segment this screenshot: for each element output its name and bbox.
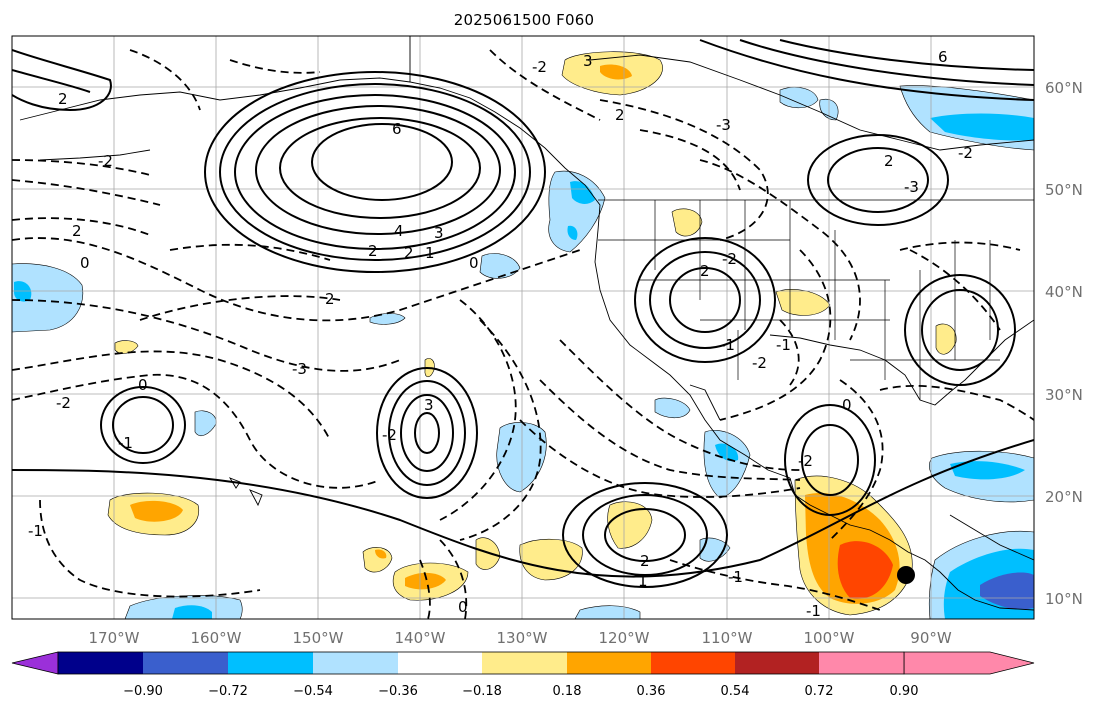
- contour-label: 2: [368, 242, 378, 260]
- colorbar-tick: 0.18: [553, 684, 582, 699]
- contour-label: 2: [700, 262, 710, 280]
- graticule: [12, 36, 1034, 619]
- contour-label: -3: [904, 178, 919, 196]
- colorbar-segment: [482, 652, 567, 674]
- contour-label: -1: [28, 522, 43, 540]
- lat-label: 40°N: [1045, 283, 1083, 301]
- colorbar-segment: [735, 652, 819, 674]
- colorbar-tick: −0.18: [462, 684, 502, 699]
- contour-label: 3: [583, 52, 593, 70]
- colorbar-tick: 0.90: [890, 684, 919, 699]
- colorbar-tick: −0.54: [293, 684, 333, 699]
- lon-label: 160°W: [191, 629, 242, 647]
- contour-label: 0: [80, 254, 90, 272]
- positive-contours: [12, 39, 1034, 588]
- negative-anomaly-shading: [12, 85, 1034, 619]
- contour-label: -2: [98, 152, 113, 170]
- colorbar-segment: [58, 652, 143, 674]
- contour-label: 0: [842, 396, 852, 414]
- lon-label: 110°W: [702, 629, 753, 647]
- colorbar-segment: [313, 652, 398, 674]
- contour-label: -3: [716, 116, 731, 134]
- lon-label: 150°W: [293, 629, 344, 647]
- contour-label: 2: [615, 106, 625, 124]
- negative-contours: [12, 49, 1034, 619]
- lat-label: 50°N: [1045, 181, 1083, 199]
- map-title: 2025061500 F060: [454, 11, 594, 29]
- contour-label: -1: [728, 568, 743, 586]
- latitude-labels: 10°N 20°N 30°N 40°N 50°N 60°N: [1045, 79, 1083, 608]
- contour-label: 6: [392, 120, 402, 138]
- colorbar-segment: [567, 652, 651, 674]
- contour-labels: 3 2 6 4 3 2 2 1 0 2 2 0 -2 -3 0 -1 -2 3 …: [28, 48, 973, 620]
- contour-label: -2: [532, 58, 547, 76]
- colorbar-segment: [651, 652, 735, 674]
- lon-label: 130°W: [497, 629, 548, 647]
- contour-label: -2: [958, 144, 973, 162]
- longitude-labels: 170°W 160°W 150°W 140°W 130°W 120°W 110°…: [89, 629, 952, 647]
- contour-label: 2: [884, 152, 894, 170]
- lon-label: 120°W: [599, 629, 650, 647]
- colorbar-tick: 0.54: [721, 684, 750, 699]
- colorbar-segment: [819, 652, 904, 674]
- colorbar-extend-min: [11, 651, 59, 675]
- location-marker: [897, 566, 915, 584]
- lat-label: 60°N: [1045, 79, 1083, 97]
- contour-label: 2: [325, 290, 335, 308]
- colorbar-outline: [57, 651, 905, 675]
- colorbar-tick: 0.72: [805, 684, 834, 699]
- colorbar: −0.90 −0.72 −0.54 −0.36 −0.18 0.18 0.36 …: [11, 651, 1035, 699]
- contour-label: 1: [425, 244, 435, 262]
- contour-label: -1: [118, 434, 133, 452]
- contour-label: 2: [72, 222, 82, 240]
- contour-label: 2: [404, 244, 414, 262]
- colorbar-segment: [228, 652, 313, 674]
- contour-label: 0: [138, 376, 148, 394]
- lon-label: 140°W: [395, 629, 446, 647]
- contour-label: 3: [424, 396, 434, 414]
- contour-label: 3: [434, 224, 444, 242]
- colorbar-tick: −0.36: [378, 684, 418, 699]
- colorbar-segment: [143, 652, 228, 674]
- contour-label: -2: [798, 452, 813, 470]
- contour-label: -3: [292, 360, 307, 378]
- contour-label: 2: [58, 90, 68, 108]
- colorbar-tick: −0.72: [208, 684, 248, 699]
- lon-label: 170°W: [89, 629, 140, 647]
- lon-label: 100°W: [804, 629, 855, 647]
- contour-label: -1: [720, 336, 735, 354]
- map-frame: [11, 35, 1035, 620]
- colorbar-segment: [398, 652, 482, 674]
- contour-label: -1: [806, 602, 821, 620]
- lon-label: 90°W: [910, 629, 952, 647]
- contour-label: 0: [469, 254, 479, 272]
- contour-label: 6: [938, 48, 948, 66]
- contour-label: 4: [394, 222, 404, 240]
- contour-label: 2: [640, 552, 650, 570]
- contour-label: -2: [56, 394, 71, 412]
- contour-label: 1: [638, 572, 648, 590]
- contour-label: -2: [722, 250, 737, 268]
- colorbar-extend-max: [903, 651, 1035, 675]
- contour-label: -2: [382, 426, 397, 444]
- colorbar-tick: 0.36: [637, 684, 666, 699]
- colorbar-tick: −0.90: [123, 684, 163, 699]
- contour-label: -2: [752, 354, 767, 372]
- lat-label: 10°N: [1045, 590, 1083, 608]
- lat-label: 20°N: [1045, 488, 1083, 506]
- contour-label: 0: [458, 598, 468, 616]
- lat-label: 30°N: [1045, 386, 1083, 404]
- contour-label: -1: [776, 336, 791, 354]
